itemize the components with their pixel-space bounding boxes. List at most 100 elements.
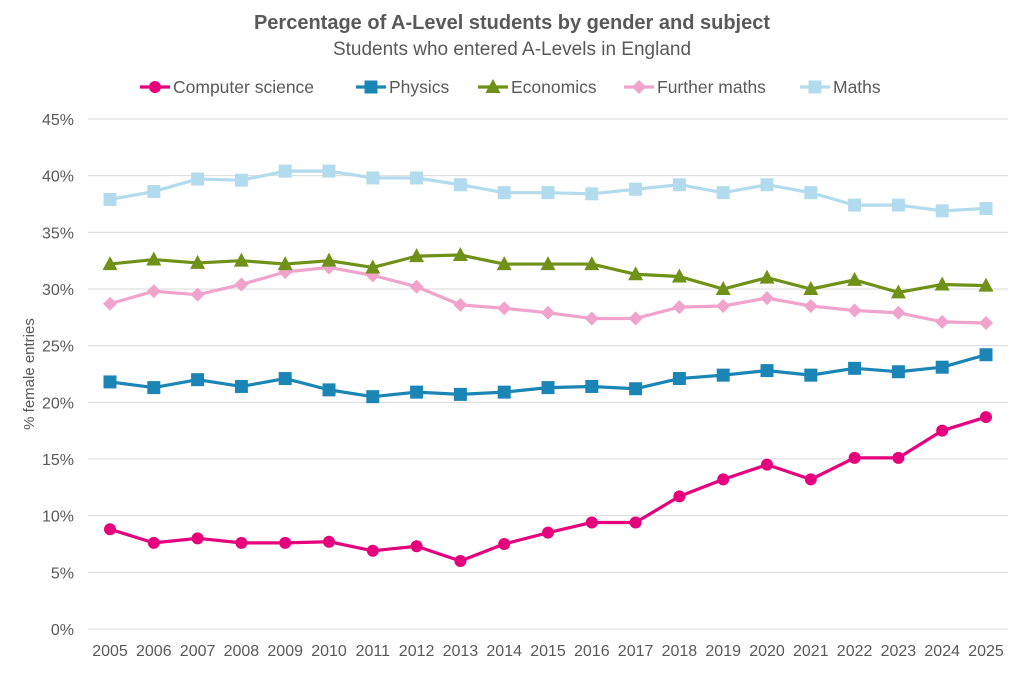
data-point-computer-science (761, 458, 773, 471)
legend-label: Physics (389, 77, 450, 97)
data-point-economics (847, 271, 863, 286)
data-point-computer-science (892, 451, 905, 464)
x-tick-label: 2015 (530, 643, 566, 660)
data-point-economics (233, 252, 249, 267)
legend-label: Maths (833, 77, 881, 97)
data-point-maths (322, 164, 336, 178)
data-point-maths (935, 204, 949, 218)
data-point-physics (410, 385, 424, 399)
data-point-physics (672, 372, 686, 386)
series-computer-science (104, 411, 992, 567)
data-point-economics (628, 266, 644, 281)
data-point-further-maths (409, 279, 424, 294)
data-point-economics (409, 248, 425, 263)
data-point-further-maths (541, 305, 555, 320)
data-point-economics (190, 254, 206, 269)
x-tick-label: 2024 (924, 643, 960, 660)
data-point-economics (496, 256, 512, 271)
data-point-economics (715, 281, 731, 295)
legend: Computer science Physics Economics Further … (140, 77, 881, 97)
data-point-computer-science (542, 526, 554, 539)
data-point-maths (804, 186, 818, 200)
x-tick-label: 2021 (793, 643, 829, 660)
data-point-computer-science (323, 535, 335, 548)
legend-label: Economics (511, 77, 597, 97)
series-physics (103, 348, 993, 404)
y-tick-label: 15% (42, 452, 74, 469)
data-point-maths (760, 178, 774, 192)
chart-subtitle: Students who entered A-Levels in England (333, 39, 691, 60)
data-point-computer-science (147, 536, 160, 549)
data-point-computer-science (279, 536, 292, 549)
data-point-computer-science (848, 451, 861, 464)
data-point-further-maths (234, 277, 249, 292)
data-point-further-maths (497, 301, 512, 316)
data-point-physics (629, 382, 643, 396)
x-tick-label: 2007 (180, 643, 216, 660)
x-tick-label: 2014 (486, 643, 522, 660)
data-point-computer-science (454, 555, 467, 567)
legend-marker (149, 81, 161, 93)
x-tick-label: 2010 (311, 643, 347, 660)
legend-marker (632, 80, 646, 94)
data-point-maths (410, 171, 424, 185)
y-tick-label: 5% (51, 565, 74, 582)
legend-item-computer-science: Computer science (140, 77, 314, 97)
data-point-economics (803, 281, 819, 295)
data-point-further-maths (103, 296, 117, 311)
data-point-economics (452, 247, 468, 261)
legend-marker (364, 80, 378, 94)
x-tick-label: 2019 (705, 643, 741, 660)
data-point-physics (191, 373, 205, 387)
y-tick-label: 45% (42, 112, 74, 129)
x-tick-label: 2011 (356, 643, 391, 660)
data-point-physics (278, 372, 292, 386)
data-point-further-maths (716, 299, 731, 313)
data-point-economics (671, 268, 687, 283)
data-point-economics (584, 256, 600, 271)
series-further-maths (103, 260, 993, 330)
data-point-physics (322, 383, 336, 397)
data-point-economics (978, 277, 994, 292)
x-tick-label: 2012 (399, 643, 435, 660)
legend-marker (485, 79, 501, 93)
data-point-computer-science (104, 523, 116, 536)
data-point-physics (453, 387, 467, 401)
data-point-physics (103, 375, 117, 389)
data-point-maths (278, 164, 292, 178)
data-point-maths (453, 178, 467, 192)
data-point-maths (585, 187, 599, 201)
y-tick-label: 10% (42, 509, 74, 526)
data-point-maths (191, 172, 205, 186)
data-point-physics (585, 379, 599, 393)
data-point-maths (848, 198, 862, 212)
legend-label: Computer science (173, 77, 314, 97)
x-tick-label: 2009 (267, 643, 303, 660)
x-tick-label: 2006 (136, 643, 172, 660)
data-point-further-maths (935, 314, 950, 329)
data-point-further-maths (190, 287, 205, 302)
legend-item-physics: Physics (356, 77, 450, 97)
x-tick-label: 2020 (749, 643, 785, 660)
data-point-economics (540, 256, 556, 271)
data-point-further-maths (803, 299, 818, 313)
data-point-economics (146, 251, 162, 266)
data-point-computer-science (191, 532, 204, 545)
data-point-maths (541, 186, 555, 200)
data-point-computer-science (366, 544, 379, 557)
data-point-computer-science (585, 516, 598, 529)
data-point-physics (804, 368, 818, 382)
y-tick-label: 0% (51, 622, 74, 639)
data-point-further-maths (979, 316, 993, 330)
series-group (102, 164, 994, 567)
data-point-further-maths (453, 297, 468, 312)
data-point-economics (365, 259, 381, 274)
data-point-physics (366, 390, 380, 404)
x-tick-label: 2023 (881, 643, 917, 660)
data-point-economics (321, 252, 337, 267)
y-tick-label: 25% (42, 339, 74, 356)
data-point-economics (890, 284, 906, 299)
data-point-economics (759, 269, 775, 284)
data-point-maths (891, 198, 905, 212)
y-axis-ticks: 0% 5% 10% 15% 20% 25% 30% 35% 40% 45% (42, 112, 74, 639)
